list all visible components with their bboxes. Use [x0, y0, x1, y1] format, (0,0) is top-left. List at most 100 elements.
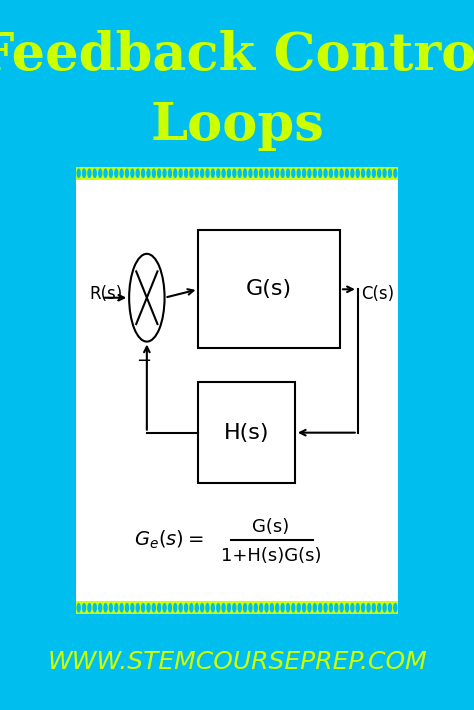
Circle shape — [297, 168, 301, 178]
Circle shape — [372, 603, 376, 613]
Circle shape — [152, 603, 156, 613]
Circle shape — [297, 603, 301, 613]
Circle shape — [184, 168, 188, 178]
Circle shape — [146, 168, 151, 178]
Ellipse shape — [129, 254, 164, 342]
Circle shape — [356, 168, 360, 178]
Text: C(s): C(s) — [361, 285, 394, 303]
Circle shape — [372, 168, 376, 178]
Bar — [76, 180, 398, 601]
Circle shape — [237, 603, 242, 613]
Circle shape — [216, 603, 220, 613]
Circle shape — [275, 168, 280, 178]
Circle shape — [87, 168, 91, 178]
Circle shape — [302, 168, 306, 178]
Circle shape — [318, 168, 322, 178]
Circle shape — [254, 603, 258, 613]
Circle shape — [227, 168, 231, 178]
Text: $G_e(s) =$: $G_e(s) =$ — [134, 528, 203, 550]
Circle shape — [92, 168, 97, 178]
Circle shape — [259, 603, 264, 613]
Circle shape — [87, 603, 91, 613]
Circle shape — [307, 603, 311, 613]
Circle shape — [388, 603, 392, 613]
Circle shape — [264, 603, 269, 613]
Circle shape — [210, 603, 215, 613]
Circle shape — [313, 603, 317, 613]
Circle shape — [281, 603, 285, 613]
Bar — [76, 167, 398, 180]
Bar — [76, 601, 398, 614]
Circle shape — [76, 603, 81, 613]
Circle shape — [323, 603, 328, 613]
Circle shape — [275, 603, 280, 613]
Circle shape — [281, 168, 285, 178]
Circle shape — [210, 168, 215, 178]
Circle shape — [291, 168, 296, 178]
Circle shape — [152, 168, 156, 178]
Text: −: − — [136, 352, 151, 371]
Bar — [198, 382, 295, 484]
Circle shape — [125, 168, 129, 178]
Circle shape — [130, 168, 135, 178]
Circle shape — [173, 603, 177, 613]
Circle shape — [173, 168, 177, 178]
Circle shape — [157, 603, 161, 613]
Circle shape — [318, 603, 322, 613]
Circle shape — [302, 603, 306, 613]
Circle shape — [393, 603, 398, 613]
Text: R(s): R(s) — [89, 285, 122, 303]
Circle shape — [356, 603, 360, 613]
Circle shape — [227, 603, 231, 613]
Circle shape — [205, 603, 210, 613]
Circle shape — [345, 603, 349, 613]
Text: G(s): G(s) — [246, 279, 292, 300]
Circle shape — [243, 603, 247, 613]
Circle shape — [221, 603, 226, 613]
Circle shape — [259, 168, 264, 178]
Circle shape — [350, 603, 355, 613]
Circle shape — [254, 168, 258, 178]
Bar — [198, 230, 340, 349]
Circle shape — [334, 168, 338, 178]
Circle shape — [130, 603, 135, 613]
Circle shape — [184, 603, 188, 613]
Circle shape — [366, 603, 371, 613]
Text: 1+H(s)G(s): 1+H(s)G(s) — [220, 547, 321, 565]
Circle shape — [178, 168, 183, 178]
Circle shape — [323, 168, 328, 178]
Circle shape — [82, 168, 86, 178]
Circle shape — [119, 168, 124, 178]
Circle shape — [377, 603, 382, 613]
Circle shape — [194, 603, 199, 613]
Circle shape — [109, 168, 113, 178]
Circle shape — [136, 603, 140, 613]
Circle shape — [361, 168, 365, 178]
Circle shape — [109, 603, 113, 613]
Circle shape — [103, 603, 108, 613]
Circle shape — [141, 168, 146, 178]
Circle shape — [157, 168, 161, 178]
Circle shape — [82, 603, 86, 613]
Text: G(s): G(s) — [252, 518, 290, 536]
Circle shape — [393, 168, 398, 178]
Circle shape — [178, 603, 183, 613]
Circle shape — [221, 168, 226, 178]
Circle shape — [232, 168, 237, 178]
Circle shape — [286, 603, 290, 613]
Circle shape — [248, 168, 253, 178]
Circle shape — [243, 168, 247, 178]
Circle shape — [307, 168, 311, 178]
Circle shape — [76, 168, 81, 178]
Circle shape — [119, 603, 124, 613]
Circle shape — [264, 168, 269, 178]
Circle shape — [194, 168, 199, 178]
Circle shape — [146, 603, 151, 613]
Text: Loops: Loops — [150, 99, 324, 151]
Text: H(s): H(s) — [224, 422, 269, 442]
Circle shape — [270, 603, 274, 613]
Text: WWW.STEMCOURSEPREP.COM: WWW.STEMCOURSEPREP.COM — [47, 650, 427, 674]
Circle shape — [383, 603, 387, 613]
Circle shape — [237, 168, 242, 178]
Circle shape — [92, 603, 97, 613]
